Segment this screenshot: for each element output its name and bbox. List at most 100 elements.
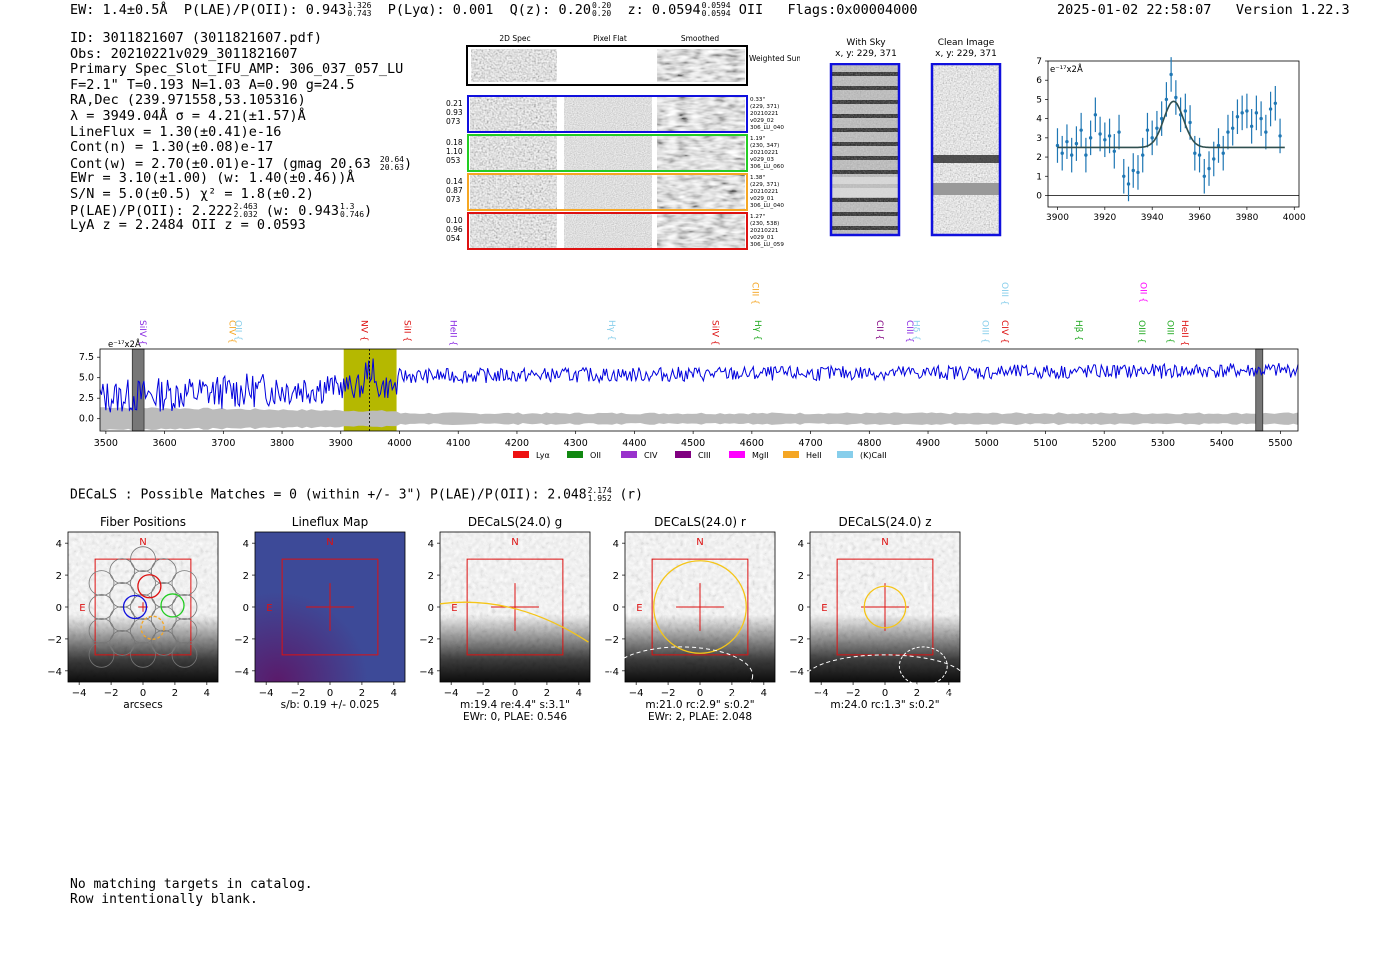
compass-north: N — [511, 537, 518, 548]
cutout-row-border — [467, 134, 748, 172]
zoom-data-point — [1126, 182, 1131, 186]
zoom-data-point — [1197, 153, 1202, 157]
panel-x-tick-label: 0 — [327, 688, 333, 699]
cutout-row-border — [467, 173, 748, 211]
neighbor-ellipse — [804, 654, 966, 704]
spec-x-tick-label: 5500 — [1268, 438, 1292, 449]
col-header-2dspec: 2D Spec — [499, 34, 530, 43]
spec-x-tick-label: 5200 — [1092, 438, 1116, 449]
panel-x-tick-label: −2 — [846, 688, 861, 699]
cutout-left-label: 0.21 — [446, 99, 463, 108]
panel-x-tick-label: 4 — [391, 688, 397, 699]
zoom-data-point — [1268, 107, 1273, 111]
panel-x-tick-label: −2 — [291, 688, 306, 699]
aperture-box — [466, 558, 564, 656]
cutout-right-label: v029_03 — [750, 157, 774, 163]
panel-y-tick-label: −4 — [789, 667, 804, 678]
zoom-data-point — [1174, 95, 1178, 100]
cutout-left-label: 1.10 — [446, 147, 463, 156]
spec-error-band — [100, 406, 1298, 431]
panel-y-tick-label: 4 — [56, 539, 62, 550]
aperture-box — [94, 558, 192, 656]
fiber-circle — [109, 558, 136, 584]
spec-ylabel: e⁻¹⁷x2Å — [108, 338, 141, 350]
spec-legend-swatch — [567, 451, 583, 458]
zoom-data-point — [1079, 128, 1083, 132]
spec-legend-label: CIII — [698, 451, 711, 460]
zoom-y-tick-label: 0 — [1036, 191, 1042, 201]
compass-east: E — [451, 603, 457, 614]
cutout-smoothed — [657, 175, 745, 209]
spec-line-label: CIV { — [226, 320, 236, 344]
panel-x-tick-label: 4 — [761, 688, 767, 699]
cutout-left-label: 0.10 — [446, 216, 463, 225]
spec-line-label: Hγ { — [752, 320, 762, 341]
line-fit-plot: 3900 3920 3940 3960 3980 4000 0 1 2 3 4 5 6 7 e⁻¹⁷x2Å — [1036, 57, 1306, 223]
panel-x-tick-label: −4 — [629, 688, 644, 699]
info-params: F=2.1" T=0.193 N=1.03 A=0.90 g=24.5 — [70, 76, 355, 93]
panel-title: Lineflux Map — [292, 515, 368, 529]
info-lyaz: LyA z = 2.2484 OII z = 0.0593 — [70, 217, 306, 234]
compass-east: E — [79, 603, 85, 614]
spec-y-tick-label: 5.0 — [79, 373, 94, 384]
panel-x-tick-label: −4 — [444, 688, 459, 699]
cutout-right-label: (230, 538) — [750, 221, 779, 227]
cutout-right-label: 20210221 — [750, 228, 779, 234]
cutout-left-label: 0.93 — [446, 108, 463, 117]
spec-x-tick-label: 4500 — [681, 438, 705, 449]
cutout-right-label: 1.27" — [750, 214, 765, 220]
spec-x-tick-label: 4600 — [740, 438, 764, 449]
panel-x-tick-label: −4 — [72, 688, 87, 699]
panel-title: Fiber Positions — [100, 515, 186, 529]
spec-line-label: CIV { — [999, 320, 1009, 344]
panel-x-tick-label: −4 — [259, 688, 274, 699]
panel-y-tick-label: 0 — [798, 603, 804, 614]
panel-y-tick-label: 0 — [56, 603, 62, 614]
spec-legend-swatch — [729, 451, 745, 458]
panel-y-tick-label: −4 — [604, 667, 619, 678]
aperture-box — [281, 558, 379, 656]
cutout-right-label: 306_LU_040 — [750, 125, 784, 131]
spec-line-label: SiIV { — [710, 320, 720, 346]
cutout-2dspec — [470, 214, 557, 248]
zoom-data-point — [1145, 128, 1150, 132]
spec-x-tick-label: 5400 — [1210, 438, 1234, 449]
zoom-ylabel: e⁻¹⁷x2Å — [1050, 63, 1083, 75]
col-header-smoothed: Smoothed — [681, 34, 720, 43]
zoom-data-point — [1259, 116, 1263, 121]
cutout-left-label: 0.18 — [446, 138, 463, 147]
spec-line-label: OII { — [1138, 282, 1148, 303]
spec-x-tick-label: 4000 — [387, 438, 411, 449]
fiber-circle — [171, 594, 198, 620]
header-z-range: 0.0594 0.0594 — [701, 1, 731, 18]
spec-line-label: CIII { — [750, 282, 760, 305]
zoom-x-tick-label: 4000 — [1283, 213, 1306, 223]
zoom-data-point — [1230, 126, 1235, 130]
cutout-right-label: 306_LU_040 — [750, 203, 784, 209]
compass-north: N — [326, 537, 333, 548]
spec-line-label: OIII { — [999, 282, 1009, 306]
cutout-right-label: (229, 371) — [750, 104, 779, 110]
spec-line-label: OIII { — [1136, 320, 1146, 344]
zoom-axes-frame — [1047, 60, 1300, 208]
cutout-right-label: 20210221 — [750, 150, 779, 156]
fiber-highlight — [140, 615, 165, 640]
zoom-data-point — [1098, 132, 1102, 136]
zoom-data-point — [1245, 109, 1249, 113]
compass-east: E — [636, 603, 642, 614]
spec-line-label: CII { — [874, 320, 884, 340]
info-lambda: λ = 3949.04Å σ = 4.21(±1.57)Å — [70, 107, 306, 124]
panel-y-tick-label: 2 — [428, 571, 434, 582]
fiber-highlight — [137, 574, 162, 599]
zoom-data-point — [1249, 124, 1254, 129]
zoom-data-point — [1088, 136, 1093, 140]
clean-image-title: Clean Image x, y: 229, 371 — [935, 38, 997, 59]
fiber-circle — [88, 642, 115, 668]
fiber-circle — [130, 594, 156, 620]
panel-y-tick-label: 4 — [613, 539, 619, 550]
zoom-data-point — [1193, 151, 1197, 155]
zoom-data-point — [1216, 143, 1221, 148]
zoom-data-point — [1273, 101, 1278, 105]
